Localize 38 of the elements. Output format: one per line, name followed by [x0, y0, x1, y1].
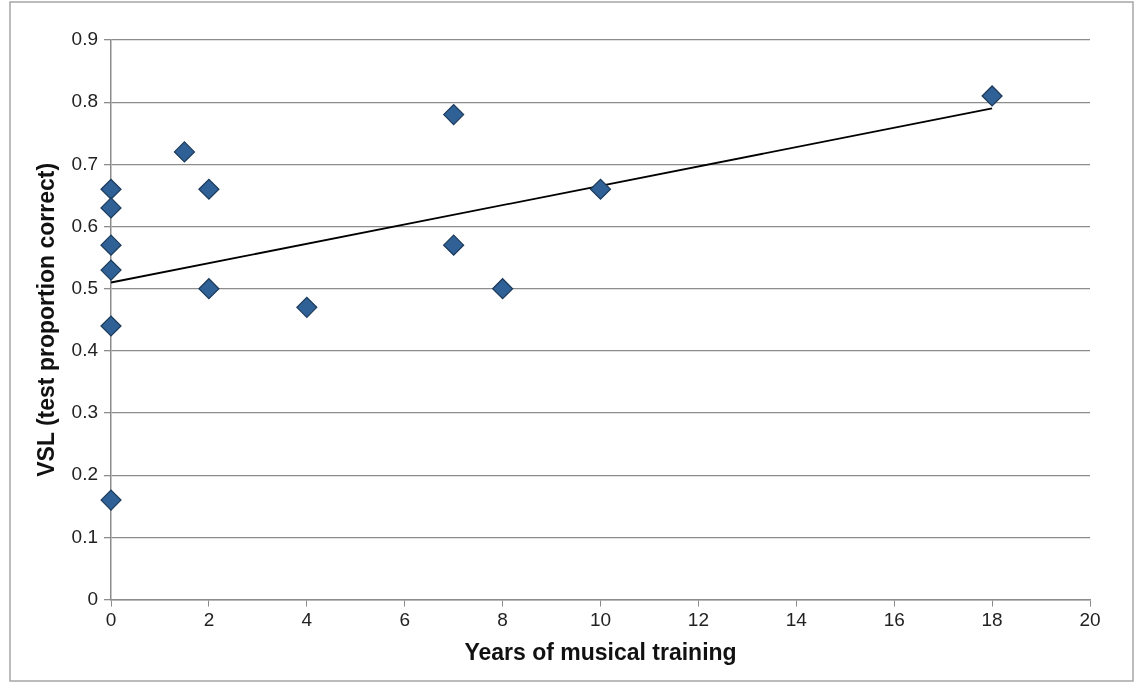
x-tick-label: 14: [785, 609, 808, 631]
point: [198, 178, 220, 200]
x-tick-label: 0: [105, 609, 117, 631]
point: [100, 315, 122, 337]
y-tick-label: 0.3: [71, 401, 99, 423]
x-tick-label: 12: [687, 609, 709, 631]
point: [100, 197, 122, 219]
x-axis-title: Years of musical training: [464, 638, 737, 665]
point: [492, 278, 514, 300]
y-tick-label: 0.2: [71, 463, 99, 485]
point: [443, 104, 465, 126]
x-tick-label: 8: [497, 609, 508, 631]
point: [198, 278, 220, 300]
x-tick-label: 4: [301, 609, 313, 631]
y-tick-label: 0.1: [71, 525, 99, 547]
y-tick-label: 0.8: [71, 90, 99, 112]
point: [100, 489, 122, 511]
x-tick-label: 18: [981, 609, 1003, 631]
y-tick-label: 0.7: [71, 152, 99, 174]
point: [981, 85, 1003, 107]
point: [100, 234, 122, 256]
y-axis-title: VSL (test proportion correct): [33, 162, 60, 477]
point: [173, 141, 196, 163]
x-tick-label: 16: [883, 609, 905, 631]
point: [100, 259, 122, 281]
x-tick-label: 20: [1079, 609, 1101, 631]
x-tick-label: 6: [399, 609, 410, 631]
point: [589, 178, 612, 200]
y-tick-label: 0.5: [71, 276, 99, 298]
y-tick-label: 0.4: [71, 339, 99, 361]
y-tick-label: 0.6: [71, 214, 99, 236]
point: [443, 234, 465, 256]
point: [296, 296, 318, 318]
x-tick-label: 2: [203, 609, 215, 631]
point: [100, 178, 122, 200]
y-tick-label: 0: [87, 587, 99, 609]
y-tick-label: 0.9: [71, 28, 99, 50]
x-tick-label: 10: [589, 609, 612, 631]
